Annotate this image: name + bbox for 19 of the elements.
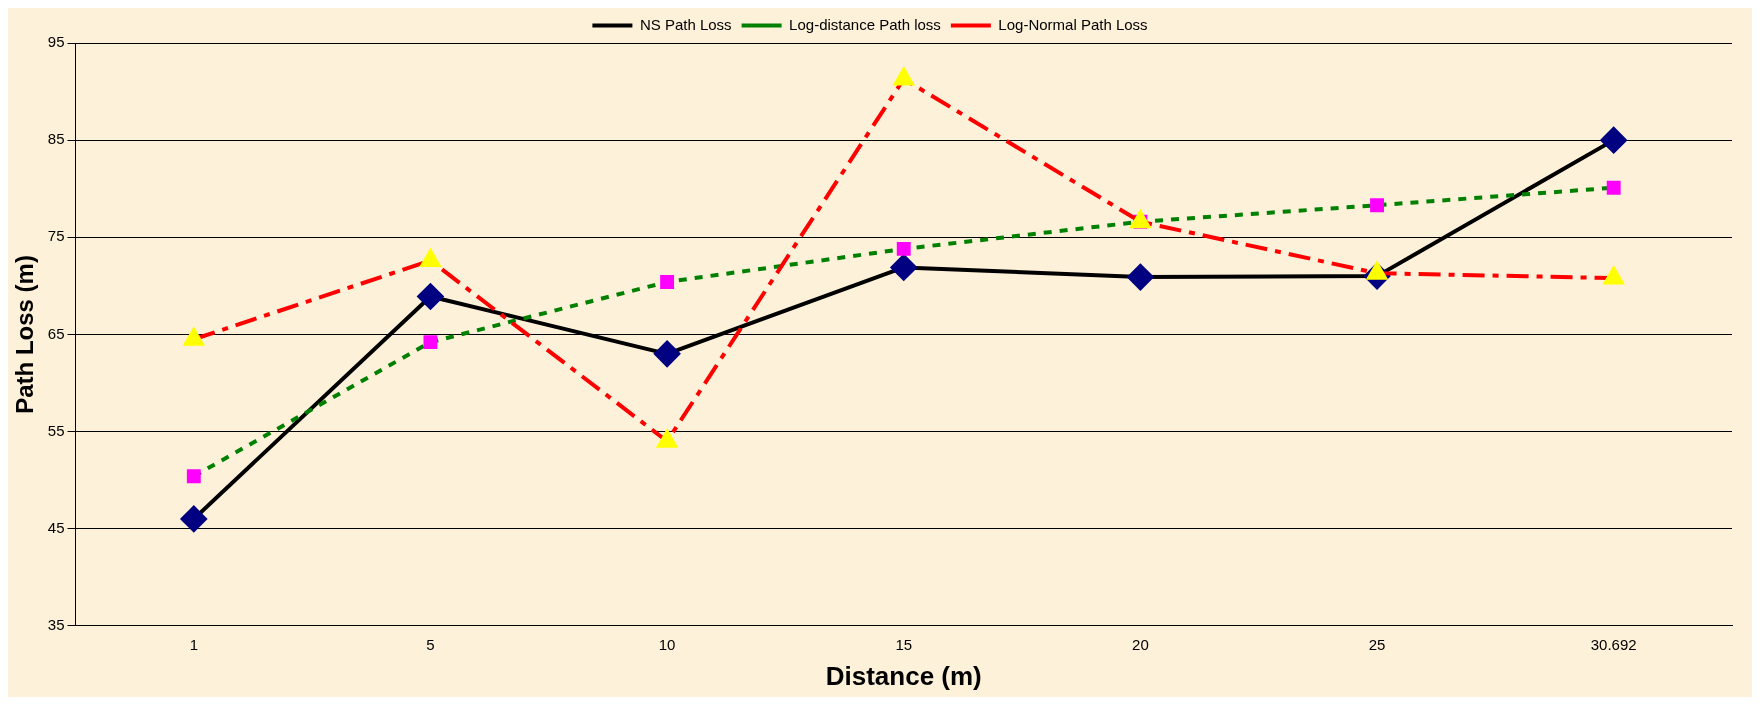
y-tick-label: 55 bbox=[47, 421, 65, 439]
x-tick-label: 20 bbox=[1132, 635, 1149, 653]
y-tick-label: 65 bbox=[47, 324, 65, 342]
x-tick-label: 30.692 bbox=[1590, 635, 1637, 653]
x-tick-label: 1 bbox=[189, 635, 198, 653]
x-tick-label: 15 bbox=[895, 635, 913, 653]
y-tick-label: 35 bbox=[47, 615, 65, 633]
legend-label: NS Path Loss bbox=[639, 15, 732, 33]
x-tick-label: 25 bbox=[1368, 635, 1386, 653]
y-tick-label: 95 bbox=[47, 33, 65, 51]
y-axis-title: Path Loss (m) bbox=[11, 255, 39, 414]
y-tick-label: 75 bbox=[47, 227, 65, 245]
x-tick-label: 5 bbox=[426, 635, 435, 653]
x-axis-title: Distance (m) bbox=[825, 660, 982, 691]
y-tick-label: 45 bbox=[47, 518, 65, 536]
legend-label: Log-Normal Path Loss bbox=[998, 15, 1148, 33]
y-tick-label: 85 bbox=[47, 130, 65, 148]
x-tick-label: 10 bbox=[658, 635, 676, 653]
legend-label: Log-distance Path loss bbox=[789, 15, 941, 33]
